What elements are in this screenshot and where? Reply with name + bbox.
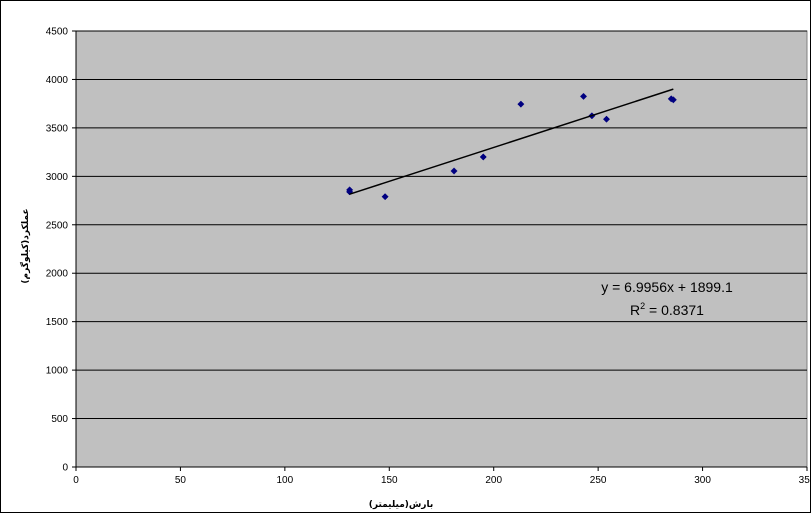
data-points [346,92,677,201]
y-axis-title: عملکرد(کیلوگرم) [19,208,31,283]
data-point [579,92,588,100]
x-tick-label: 200 [485,475,502,486]
x-tick-label: 100 [277,475,294,486]
y-tick-label: 0 [62,463,68,474]
y-tick-label: 1500 [46,317,69,328]
y-tick-label: 3000 [46,172,69,183]
trendline-equation: y = 6.9956x + 1899.1 [601,279,733,295]
x-tick-label: 350 [799,475,811,486]
y-tick-label: 4000 [46,75,69,86]
plot-area [75,30,808,468]
axes: 0 500 1000 1500 2000 2500 3000 3500 4000 4500 0 50 1… [46,27,811,487]
y-tick-label: 2000 [46,269,69,280]
x-tick-label: 300 [694,475,711,486]
gridlines [76,30,807,468]
data-point [517,100,525,108]
y-tick-label: 3500 [46,123,69,134]
trendline [349,88,674,195]
x-tick-label: 0 [73,475,79,486]
y-tick-label: 2500 [46,220,69,231]
data-point [669,96,677,104]
y-tick-label: 4500 [46,27,69,38]
data-point [381,193,389,201]
data-point [602,115,611,123]
x-tick-label: 50 [175,475,187,486]
r-squared-label: R2 = 0.8371 [630,301,704,318]
y-tick-label: 500 [51,414,68,425]
x-tick-label: 150 [381,475,398,486]
data-point [479,153,487,161]
y-tick-label: 1000 [46,366,69,377]
x-tick-label: 250 [590,475,607,486]
data-point [450,167,458,175]
x-axis-title: بارش(میلیمتر) [369,500,434,510]
